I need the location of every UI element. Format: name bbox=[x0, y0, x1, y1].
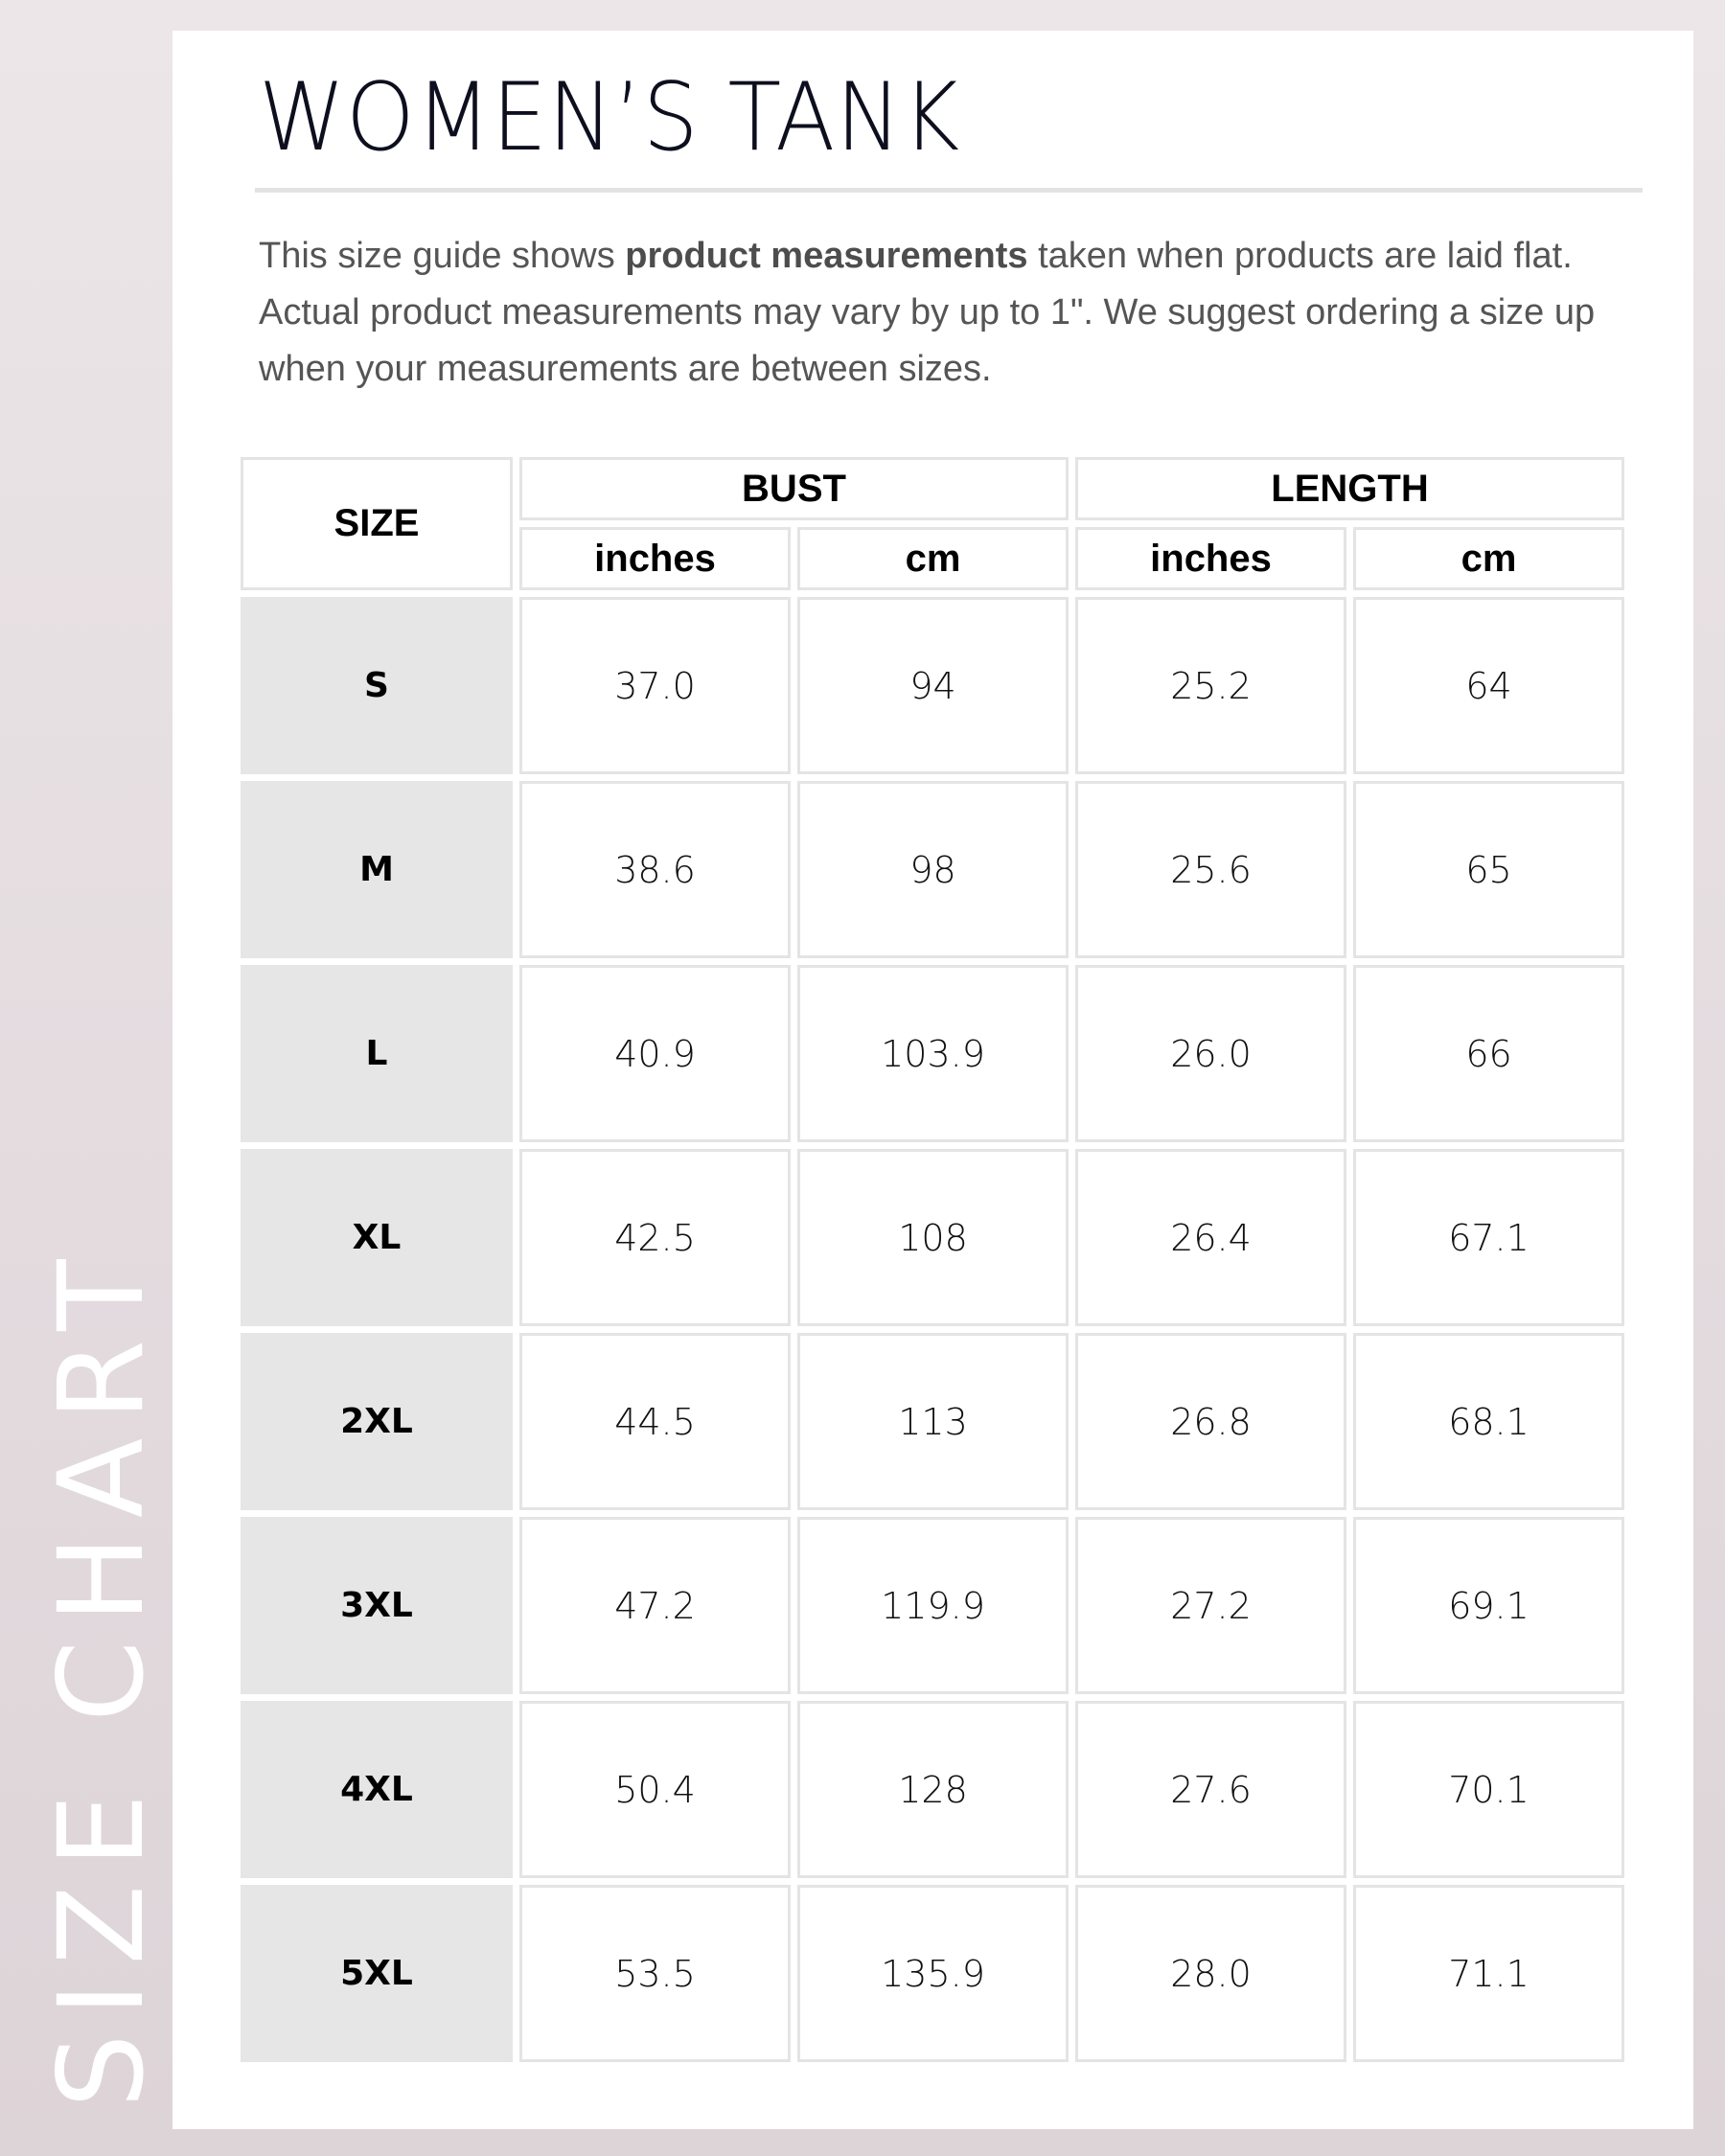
cell-length-inches: 26.0 bbox=[1075, 965, 1346, 1142]
size-cell: S bbox=[241, 597, 513, 774]
cell-length-cm: 70.1 bbox=[1353, 1701, 1624, 1878]
intro-part1: This size guide shows bbox=[259, 236, 626, 276]
side-label-text: SIZE CHART bbox=[34, 1242, 170, 2108]
size-cell: XL bbox=[241, 1149, 513, 1326]
cell-bust-cm: 98 bbox=[797, 781, 1069, 958]
cell-bust-cm: 94 bbox=[797, 597, 1069, 774]
side-label: SIZE CHART bbox=[34, 1242, 177, 2108]
cell-bust-cm: 113 bbox=[797, 1333, 1069, 1510]
size-cell: 5XL bbox=[241, 1885, 513, 2062]
page-title: WOMEN’S TANK bbox=[259, 63, 961, 172]
cell-length-inches: 27.6 bbox=[1075, 1701, 1346, 1878]
intro-bold: product measurements bbox=[625, 236, 1028, 276]
size-cell: 3XL bbox=[241, 1517, 513, 1694]
cell-bust-inches: 42.5 bbox=[519, 1149, 791, 1326]
cell-length-cm: 66 bbox=[1353, 965, 1624, 1142]
size-cell: 4XL bbox=[241, 1701, 513, 1878]
header-length: LENGTH bbox=[1075, 457, 1624, 520]
cell-length-cm: 65 bbox=[1353, 781, 1624, 958]
size-cell: L bbox=[241, 965, 513, 1142]
divider bbox=[255, 188, 1643, 193]
cell-length-inches: 26.4 bbox=[1075, 1149, 1346, 1326]
size-cell: 2XL bbox=[241, 1333, 513, 1510]
intro-text: This size guide shows product measuremen… bbox=[259, 228, 1658, 398]
header-bust: BUST bbox=[519, 457, 1069, 520]
header-size: SIZE bbox=[241, 457, 513, 590]
cell-bust-inches: 44.5 bbox=[519, 1333, 791, 1510]
cell-bust-inches: 53.5 bbox=[519, 1885, 791, 2062]
header-length-inches: inches bbox=[1075, 527, 1346, 590]
cell-bust-inches: 47.2 bbox=[519, 1517, 791, 1694]
intro-part2: taken when products are laid flat. Actua… bbox=[259, 236, 1596, 389]
cell-bust-inches: 40.9 bbox=[519, 965, 791, 1142]
cell-bust-cm: 103.9 bbox=[797, 965, 1069, 1142]
cell-length-inches: 27.2 bbox=[1075, 1517, 1346, 1694]
cell-length-inches: 25.2 bbox=[1075, 597, 1346, 774]
header-bust-inches: inches bbox=[519, 527, 791, 590]
cell-length-cm: 71.1 bbox=[1353, 1885, 1624, 2062]
header-length-cm: cm bbox=[1353, 527, 1624, 590]
size-cell: M bbox=[241, 781, 513, 958]
cell-bust-inches: 37.0 bbox=[519, 597, 791, 774]
cell-length-cm: 64 bbox=[1353, 597, 1624, 774]
cell-length-inches: 26.8 bbox=[1075, 1333, 1346, 1510]
cell-bust-cm: 108 bbox=[797, 1149, 1069, 1326]
cell-bust-cm: 135.9 bbox=[797, 1885, 1069, 2062]
cell-bust-cm: 128 bbox=[797, 1701, 1069, 1878]
cell-length-cm: 67.1 bbox=[1353, 1149, 1624, 1326]
cell-bust-inches: 50.4 bbox=[519, 1701, 791, 1878]
cell-length-cm: 68.1 bbox=[1353, 1333, 1624, 1510]
cell-length-inches: 25.6 bbox=[1075, 781, 1346, 958]
cell-bust-inches: 38.6 bbox=[519, 781, 791, 958]
size-table: SIZE BUST LENGTH inches cm inches cm S 37… bbox=[241, 457, 1624, 2062]
cell-length-inches: 28.0 bbox=[1075, 1885, 1346, 2062]
header-bust-cm: cm bbox=[797, 527, 1069, 590]
cell-bust-cm: 119.9 bbox=[797, 1517, 1069, 1694]
cell-length-cm: 69.1 bbox=[1353, 1517, 1624, 1694]
